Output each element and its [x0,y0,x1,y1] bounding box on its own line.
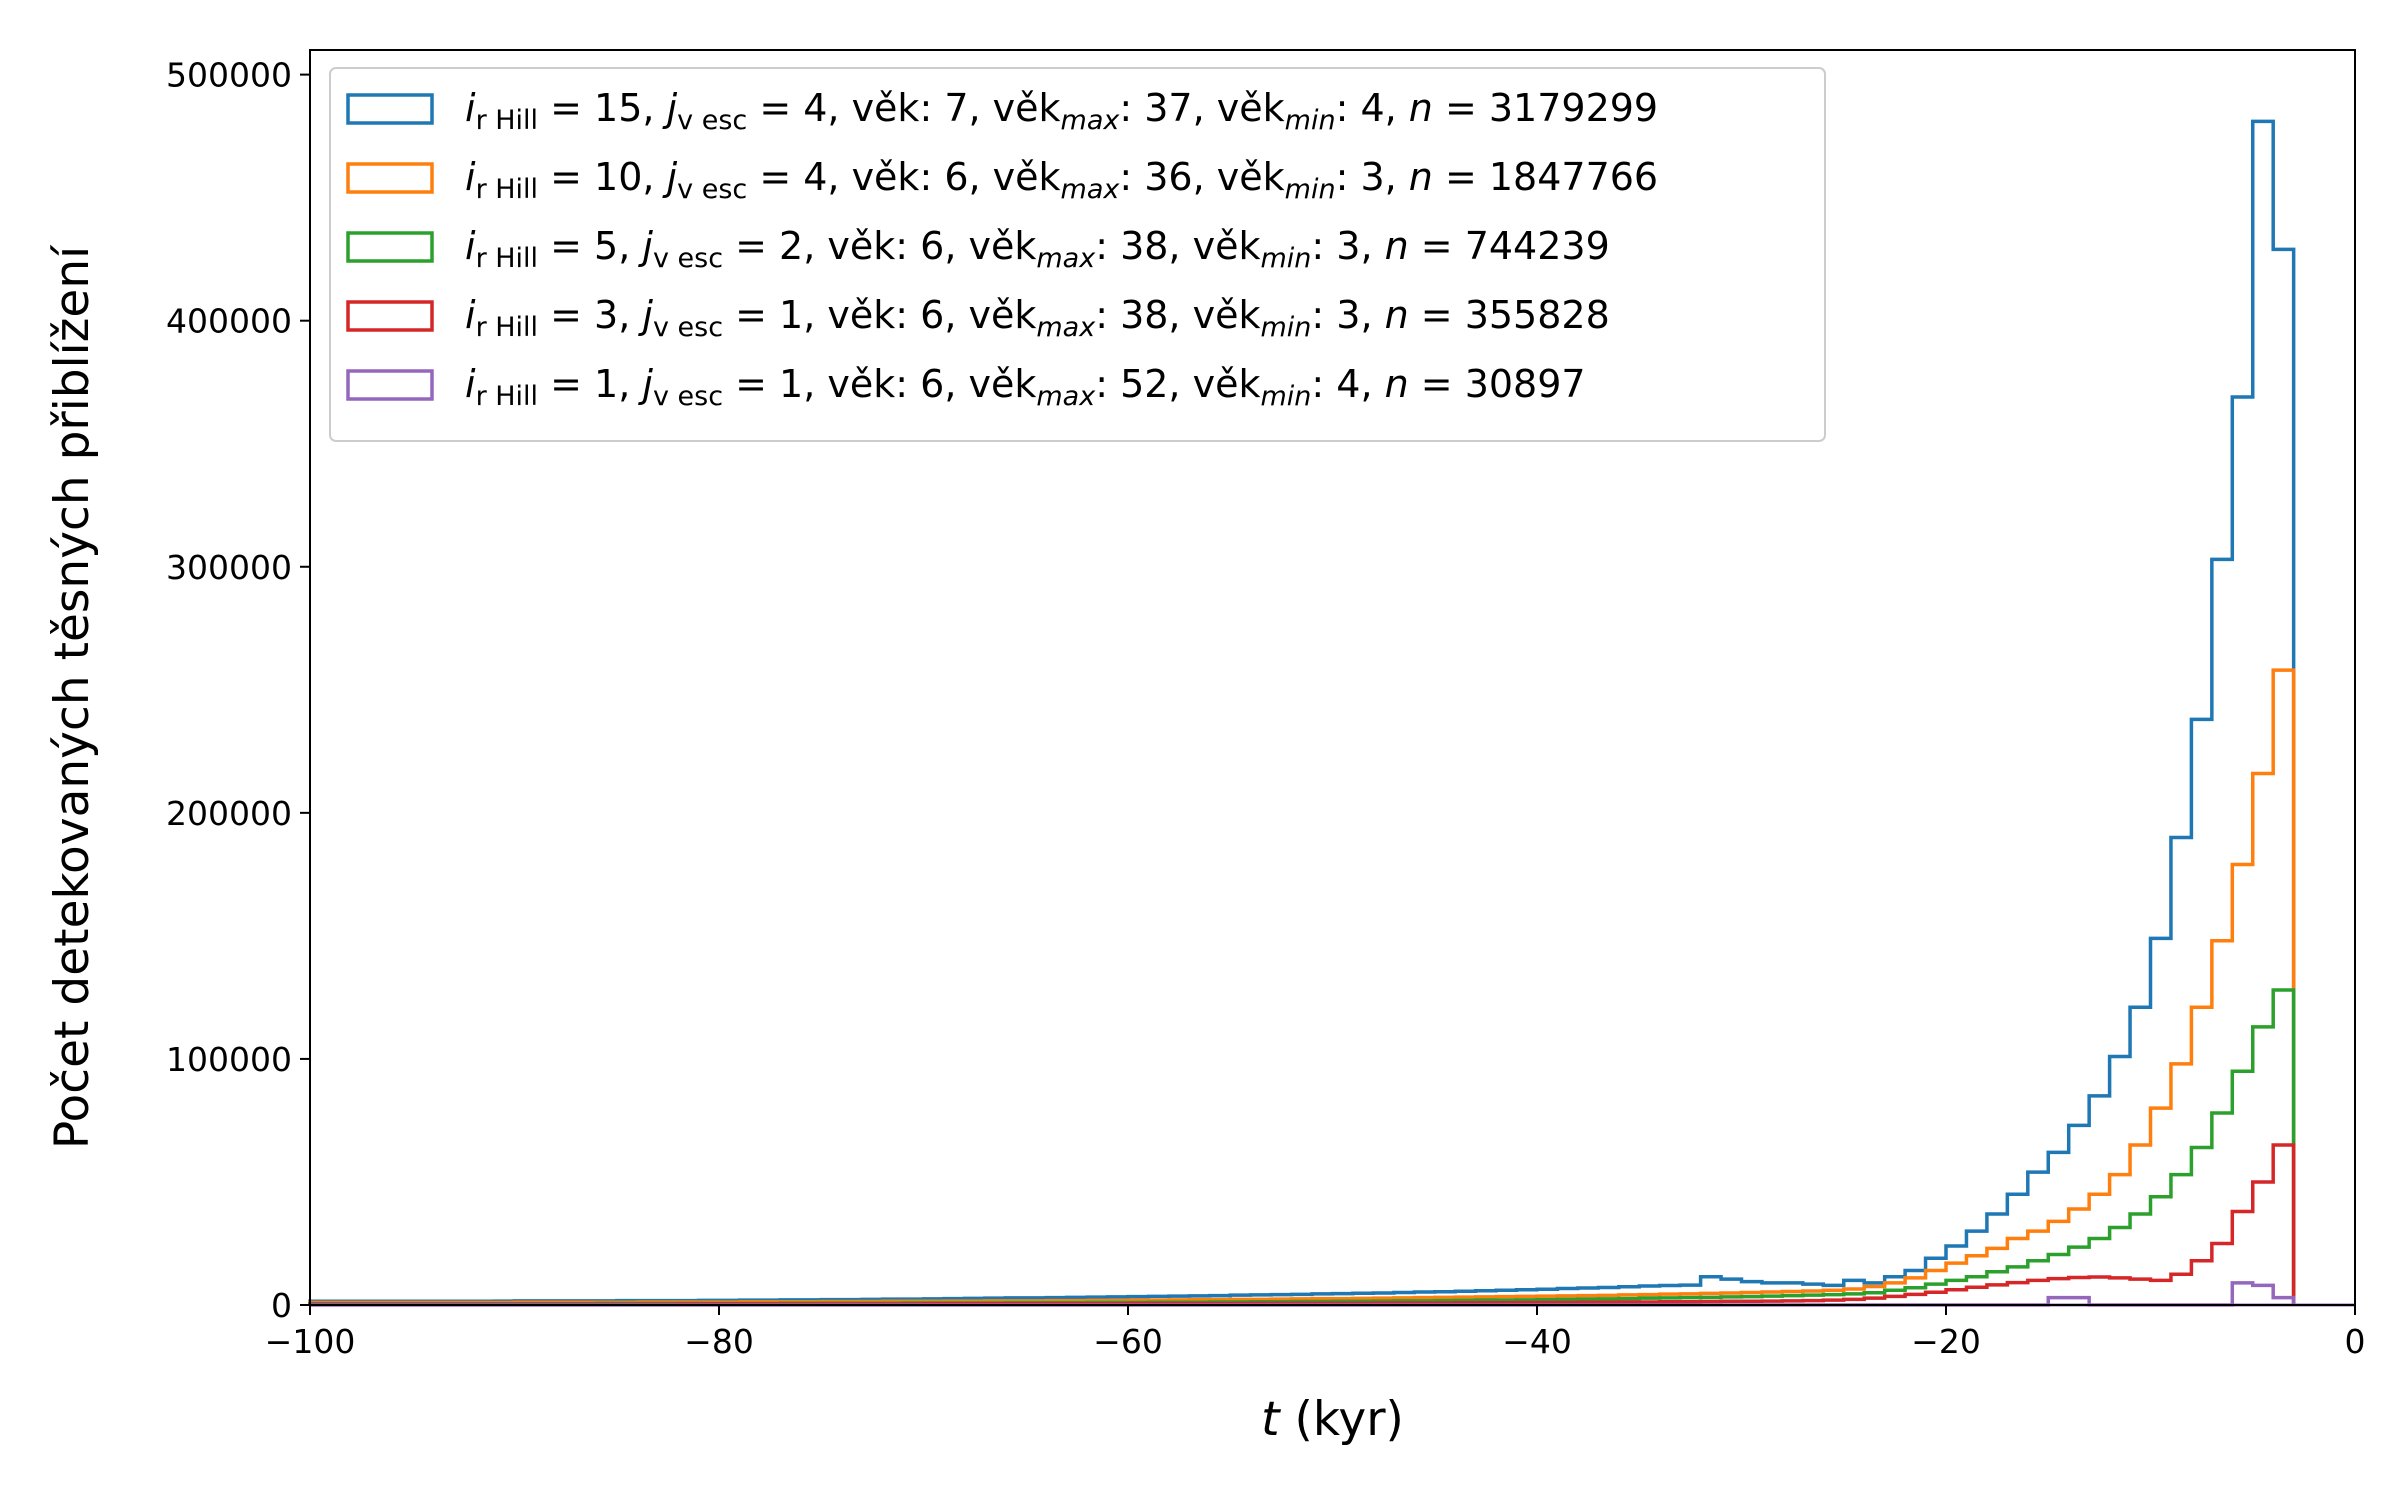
x-tick-label: −20 [1911,1322,1981,1361]
legend-entry-3: ir Hill = 5, jv esc = 2, věk: 6, věkmax:… [465,224,1610,274]
legend-entry-1: ir Hill = 15, jv esc = 4, věk: 7, věkmax… [465,86,1658,136]
y-tick-label: 100000 [166,1040,292,1079]
x-tick-label: −80 [684,1322,754,1361]
y-tick-label: 0 [271,1286,292,1325]
y-tick-label: 400000 [166,302,292,341]
x-axis-label: t (kyr) [1261,1392,1404,1447]
x-tick-label: 0 [2345,1322,2366,1361]
legend: ir Hill = 15, jv esc = 4, věk: 7, věkmax… [329,67,1826,442]
legend-box [329,67,1826,442]
legend-entry-2: ir Hill = 10, jv esc = 4, věk: 6, věkmax… [465,155,1658,205]
legend-swatch-1 [346,93,434,125]
x-tick-label: −60 [1093,1322,1163,1361]
y-tick-label: 500000 [166,56,292,95]
y-tick-label: 300000 [166,548,292,587]
plot-frame [309,49,2356,1306]
y-axis-ticks: 0 100000 200000 300000 400000 500000 [166,56,310,1325]
y-axis-label: Počet detekovaných těsných přiblížení [45,244,100,1149]
y-tick-label: 200000 [166,794,292,833]
x-tick-label: −40 [1502,1322,1572,1361]
legend-swatch-4 [346,300,434,332]
legend-swatch-5 [346,369,434,401]
x-axis-ticks: −100 −80 −60 −40 −20 0 [265,1305,2366,1361]
legend-swatch-3 [346,231,434,263]
legend-entry-4: ir Hill = 3, jv esc = 1, věk: 6, věkmax:… [465,293,1610,343]
x-tick-label: −100 [265,1322,356,1361]
legend-swatch-2 [346,162,434,194]
legend-entry-5: ir Hill = 1, jv esc = 1, věk: 6, věkmax:… [465,362,1586,412]
